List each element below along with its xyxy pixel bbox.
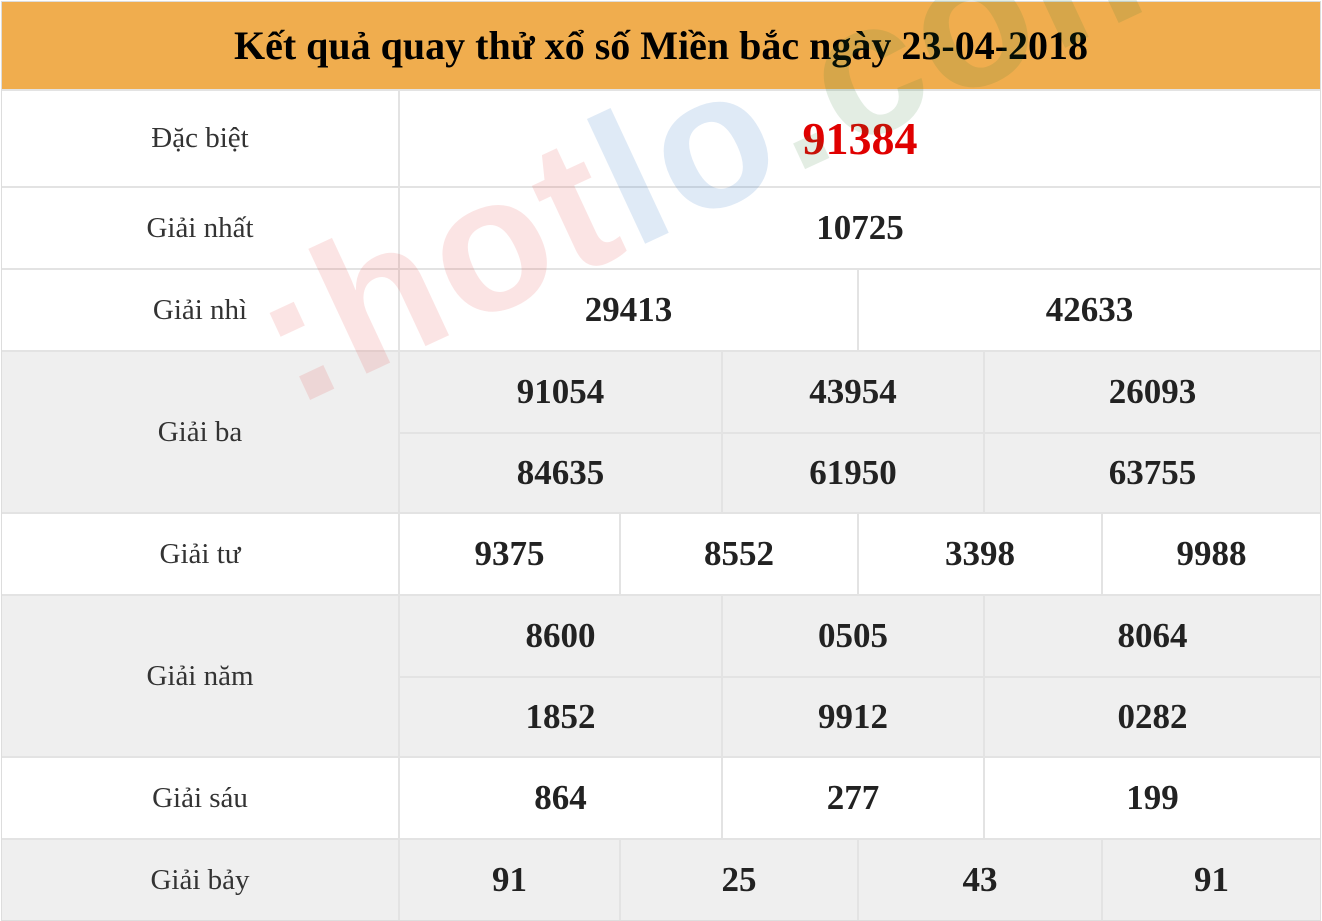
prize-label: Giải bảy xyxy=(2,840,400,920)
prize-number: 0505 xyxy=(721,596,983,676)
prize-number: 25 xyxy=(619,840,857,920)
prize-number: 9988 xyxy=(1101,514,1320,594)
prize-number: 8552 xyxy=(619,514,857,594)
prize-number: 61950 xyxy=(721,434,983,512)
prize-label: Giải sáu xyxy=(2,758,400,838)
prize-label: Giải năm xyxy=(2,596,400,756)
page-title: Kết quả quay thử xổ số Miền bắc ngày 23-… xyxy=(2,2,1320,89)
prize-number: 199 xyxy=(983,758,1320,838)
prize-number: 91054 xyxy=(516,372,605,411)
prize-number: 26093 xyxy=(983,352,1320,432)
prize-number: 29413 xyxy=(584,290,673,329)
prize-number: 42633 xyxy=(857,270,1320,350)
prize-label: Giải nhất xyxy=(2,188,400,268)
prize-number: 277 xyxy=(721,758,983,838)
prize-number: 84635 xyxy=(516,453,605,492)
row-ba: Giải ba 91054 43954 26093 84635 61950 63… xyxy=(2,350,1320,512)
prize-label: Giải tư xyxy=(2,514,400,594)
prize-label: Giải ba xyxy=(2,352,400,512)
prize-number: 1852 xyxy=(525,697,596,736)
prize-label: Giải nhì xyxy=(2,270,400,350)
row-sau: Giải sáu 864 277 199 xyxy=(2,756,1320,838)
prize-number: 63755 xyxy=(983,434,1320,512)
row-dac-biet: Đặc biệt 91384 xyxy=(2,89,1320,186)
prize-number: 864 xyxy=(534,778,587,817)
prize-number: 10725 xyxy=(816,208,904,247)
prize-number: 91 xyxy=(1101,840,1320,920)
prize-number: 0282 xyxy=(983,678,1320,756)
prize-number: 9912 xyxy=(721,678,983,756)
prize-number: 3398 xyxy=(857,514,1101,594)
prize-number: 8064 xyxy=(983,596,1320,676)
row-nam: Giải năm 8600 0505 8064 1852 9912 0282 xyxy=(2,594,1320,756)
prize-number: 43 xyxy=(857,840,1101,920)
prize-number: 8600 xyxy=(525,616,596,655)
row-nhat: Giải nhất 10725 xyxy=(2,186,1320,268)
prize-label: Đặc biệt xyxy=(2,91,400,186)
special-number: 91384 xyxy=(802,113,918,164)
row-bay: Giải bảy 91 25 43 91 xyxy=(2,838,1320,920)
row-tu: Giải tư 9375 8552 3398 9988 xyxy=(2,512,1320,594)
prize-number: 91 xyxy=(492,860,527,899)
prize-number: 43954 xyxy=(721,352,983,432)
prize-number: 9375 xyxy=(474,534,545,573)
row-nhi: Giải nhì 29413 42633 xyxy=(2,268,1320,350)
